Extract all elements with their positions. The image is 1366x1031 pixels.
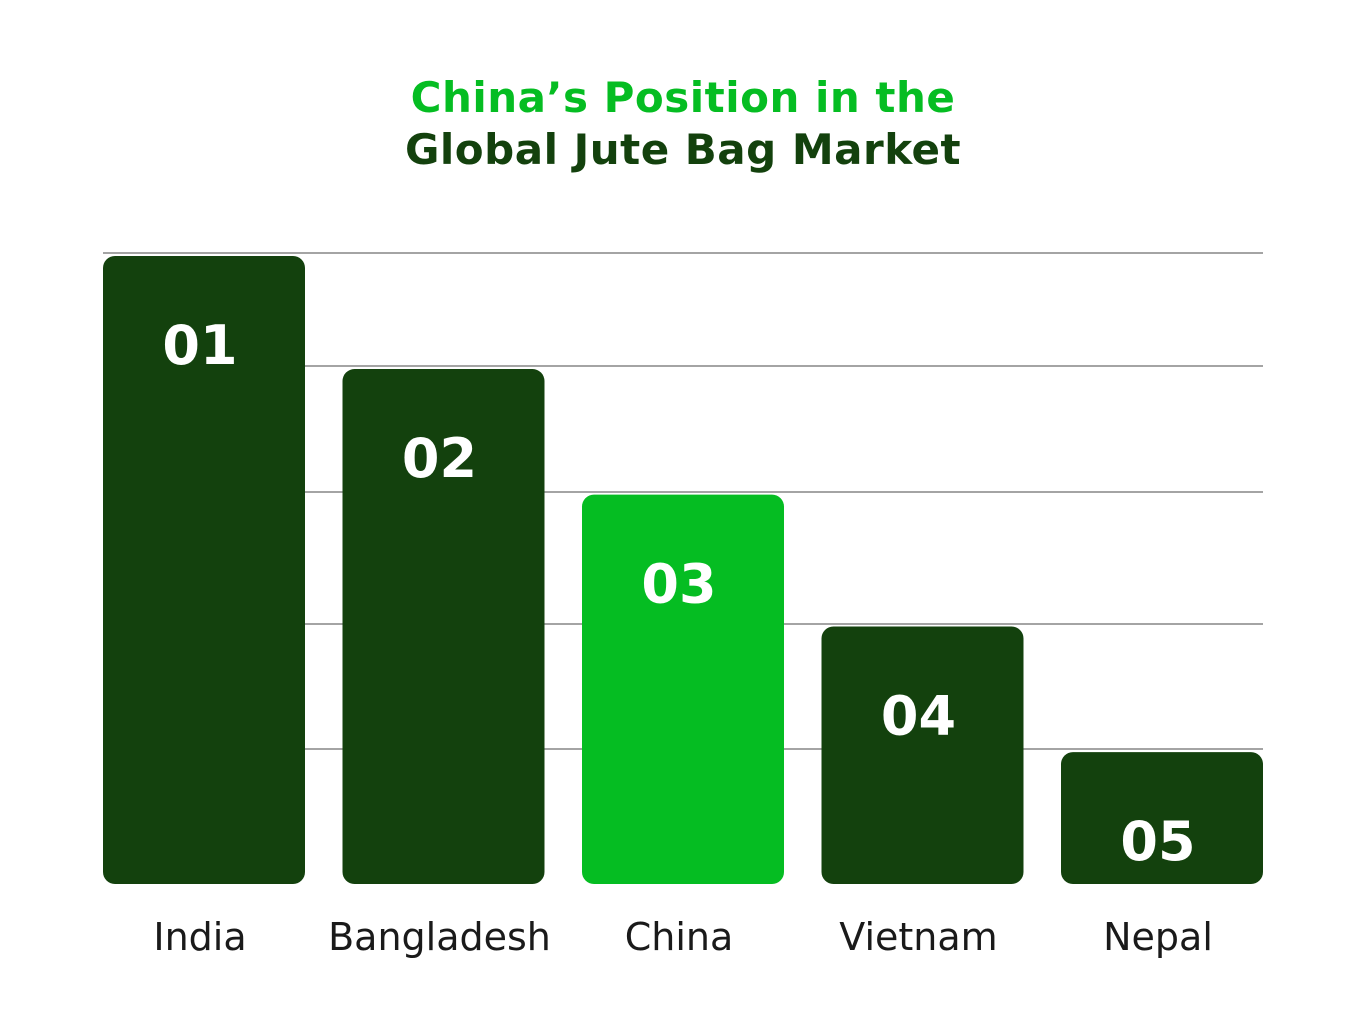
- category-label: Bangladesh: [328, 915, 551, 959]
- category-labels: India Bangladesh China Vietnam Nepal: [153, 915, 1213, 959]
- bar-india: [103, 256, 305, 884]
- category-label: China: [625, 915, 734, 959]
- bar-rank-label: 02: [402, 427, 477, 490]
- category-label: Nepal: [1103, 915, 1213, 959]
- category-label: Vietnam: [839, 915, 997, 959]
- chart-title-line2: Global Jute Bag Market: [404, 125, 962, 174]
- bar-rank-label: 03: [641, 553, 716, 616]
- bar-labels: 01 02 03 04 05: [162, 314, 1195, 873]
- category-label: India: [153, 915, 246, 959]
- bars: [103, 256, 1263, 884]
- bar-bangladesh: [342, 369, 545, 884]
- chart-title-line1: China’s Position in the: [410, 73, 956, 122]
- bar-rank-label: 04: [881, 685, 956, 748]
- bar-vietnam: [821, 626, 1024, 884]
- bar-rank-label: 05: [1120, 810, 1195, 873]
- bar-rank-label: 01: [162, 314, 237, 377]
- bar-nepal: [1061, 752, 1263, 884]
- bar-china: [582, 494, 784, 884]
